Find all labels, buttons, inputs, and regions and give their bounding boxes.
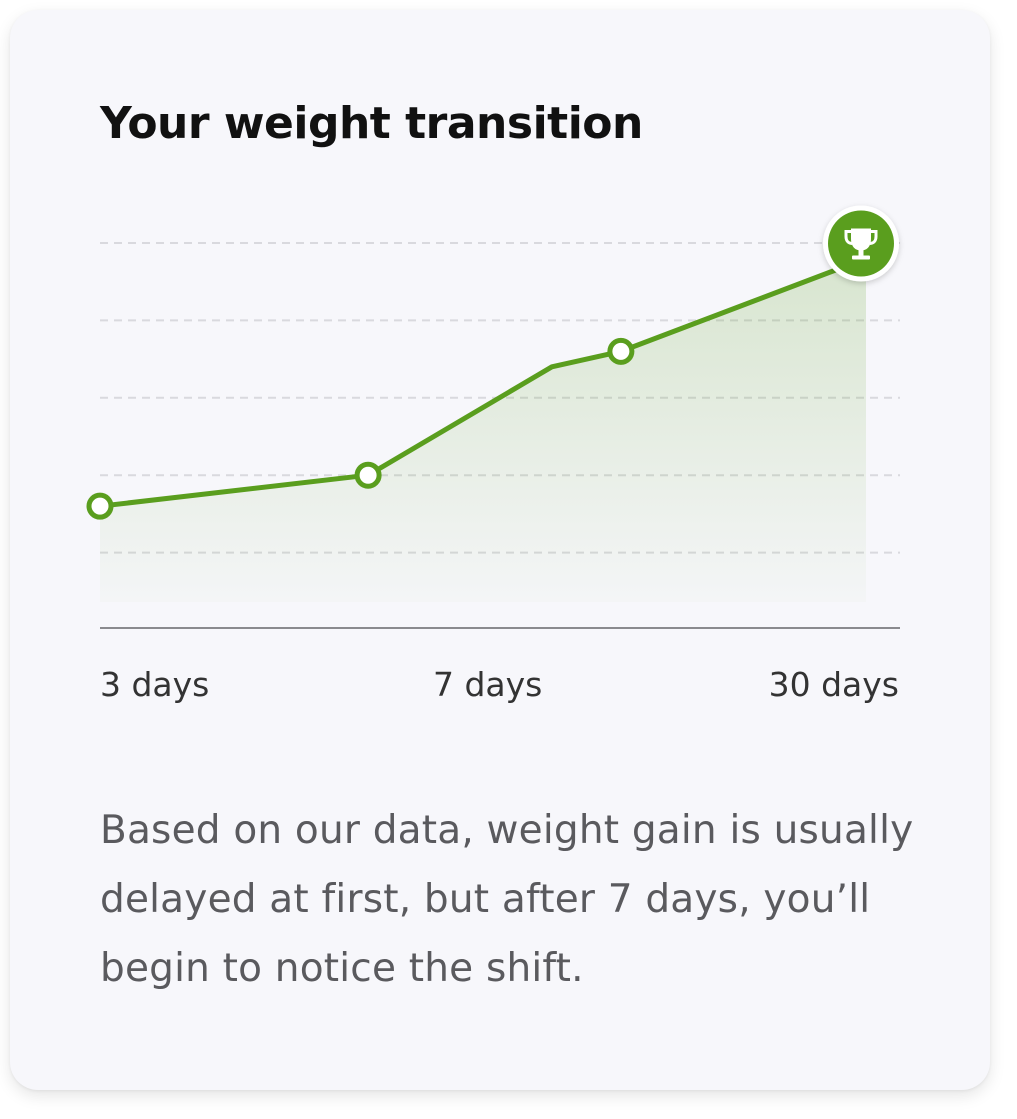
- x-tick-label-3-days: 3 days: [100, 665, 210, 704]
- chart-point: [354, 461, 382, 489]
- goal-badge: [823, 205, 899, 282]
- description-text: Based on our data, weight gain is usuall…: [100, 808, 914, 991]
- x-tick-label-30-days: 30 days: [768, 665, 899, 704]
- chart-series-line: [97, 256, 869, 509]
- card-title: Your weight transition: [100, 98, 643, 149]
- weight-transition-card: Your weight transition 3 days 7 days 30 …: [10, 10, 990, 1090]
- chart-point: [607, 337, 635, 365]
- chart-point: [86, 492, 114, 520]
- weight-chart: [86, 205, 900, 629]
- chart-points: [86, 205, 899, 520]
- chart-area-fill: [100, 258, 866, 602]
- trophy-icon: [844, 228, 878, 260]
- x-tick-label-7-days: 7 days: [433, 665, 543, 704]
